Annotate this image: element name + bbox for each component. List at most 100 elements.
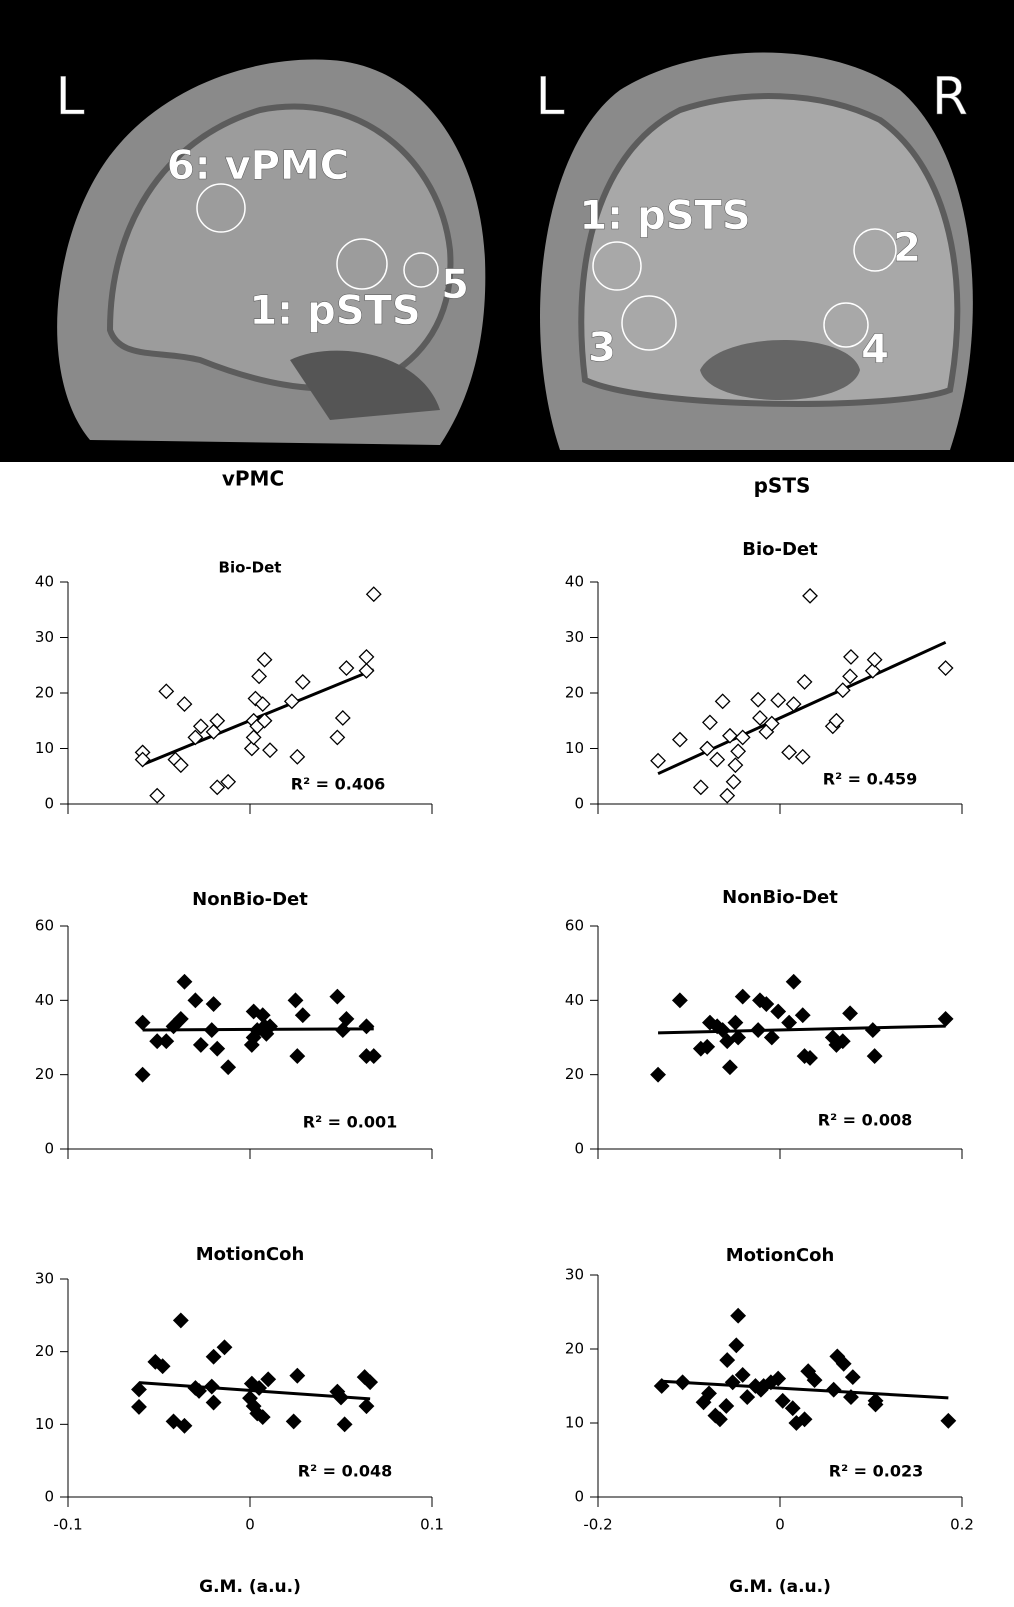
y-tick-label: 40: [565, 573, 584, 591]
data-point: [727, 775, 741, 789]
data-point: [150, 789, 164, 803]
data-point: [367, 587, 381, 601]
data-point: [866, 1023, 880, 1037]
data-point: [740, 1390, 754, 1404]
y-tick-label: 30: [35, 1270, 54, 1288]
image-label: 3: [588, 325, 616, 371]
data-point: [207, 1350, 221, 1364]
data-point: [782, 1016, 796, 1030]
data-point: [290, 1049, 304, 1063]
x-axis-label: G.M. (a.u.): [199, 1577, 301, 1597]
r-squared: R² = 0.459: [823, 770, 917, 789]
y-tick-label: 60: [35, 917, 54, 935]
data-point: [939, 661, 953, 675]
data-point: [771, 1004, 785, 1018]
data-point: [731, 1309, 745, 1323]
data-point: [798, 675, 812, 689]
chart-title: Bio-Det: [219, 559, 282, 577]
data-point: [673, 993, 687, 1007]
y-tick-label: 0: [44, 1488, 54, 1506]
data-point: [731, 744, 745, 758]
y-tick-label: 20: [565, 1340, 584, 1358]
data-point: [736, 990, 750, 1004]
image-label: 1: pSTS: [579, 193, 750, 239]
data-point: [296, 1008, 310, 1022]
chart-title: MotionCoh: [726, 1245, 835, 1266]
data-point: [787, 975, 801, 989]
r-squared: R² = 0.008: [818, 1111, 912, 1130]
y-tick-label: 10: [35, 739, 54, 757]
y-tick-label: 0: [44, 1140, 54, 1158]
data-point: [723, 1060, 737, 1074]
data-point: [188, 993, 202, 1007]
data-point: [796, 1008, 810, 1022]
y-tick-label: 40: [35, 573, 54, 591]
column-title: vPMC: [222, 467, 284, 491]
data-point: [803, 589, 817, 603]
data-point: [771, 693, 785, 707]
data-point: [290, 750, 304, 764]
r-squared: R² = 0.048: [298, 1462, 392, 1481]
data-point: [716, 694, 730, 708]
trend-line: [658, 1026, 946, 1033]
data-point: [245, 742, 259, 756]
data-point: [751, 693, 765, 707]
data-point: [252, 669, 266, 683]
data-point: [359, 1399, 373, 1413]
data-point: [159, 684, 173, 698]
x-tick-label: 0.1: [420, 1516, 444, 1534]
data-point: [703, 715, 717, 729]
data-point: [728, 1016, 742, 1030]
x-tick-label: 0: [245, 1516, 255, 1534]
data-point: [843, 669, 857, 683]
y-tick-label: 40: [565, 991, 584, 1009]
image-label: 6: vPMC: [167, 143, 349, 189]
data-point: [287, 1414, 301, 1428]
data-point: [673, 733, 687, 747]
y-tick-label: 10: [565, 739, 584, 757]
x-tick-label: 0.2: [950, 1516, 974, 1534]
r-squared: R² = 0.001: [303, 1113, 397, 1132]
data-point: [296, 675, 310, 689]
data-point: [728, 758, 742, 772]
y-tick-label: 60: [565, 917, 584, 935]
y-tick-label: 0: [574, 795, 584, 813]
data-point: [359, 1019, 373, 1033]
data-point: [330, 990, 344, 1004]
image-label: 2: [893, 225, 921, 271]
chart-title: MotionCoh: [196, 1244, 305, 1265]
data-point: [207, 1396, 221, 1410]
chart-title: NonBio-Det: [722, 887, 838, 908]
image-label: L: [536, 67, 565, 127]
data-point: [289, 993, 303, 1007]
data-point: [136, 1016, 150, 1030]
chart-title: Bio-Det: [742, 539, 818, 560]
data-point: [796, 750, 810, 764]
data-point: [194, 1038, 208, 1052]
data-point: [336, 711, 350, 725]
y-tick-label: 0: [574, 1140, 584, 1158]
y-tick-label: 20: [565, 684, 584, 702]
data-point: [827, 1383, 841, 1397]
data-point: [330, 730, 344, 744]
data-point: [651, 754, 665, 768]
x-tick-label: -0.1: [53, 1516, 82, 1534]
data-point: [205, 1023, 219, 1037]
data-point: [751, 1023, 765, 1037]
data-point: [719, 1399, 733, 1413]
data-point: [720, 789, 734, 803]
data-point: [210, 1042, 224, 1056]
y-tick-label: 30: [565, 628, 584, 646]
data-point: [729, 1338, 743, 1352]
data-point: [221, 1060, 235, 1074]
data-point: [694, 780, 708, 794]
data-point: [174, 1313, 188, 1327]
data-point: [177, 975, 191, 989]
y-tick-label: 20: [565, 1065, 584, 1083]
data-point: [339, 661, 353, 675]
image-label: 4: [861, 327, 889, 373]
figure: L6: vPMC1: pSTS5LR1: pSTS234vPMCpSTSBio-…: [0, 0, 1014, 1607]
data-point: [939, 1012, 953, 1026]
y-tick-label: 10: [35, 1415, 54, 1433]
data-point: [720, 1353, 734, 1367]
